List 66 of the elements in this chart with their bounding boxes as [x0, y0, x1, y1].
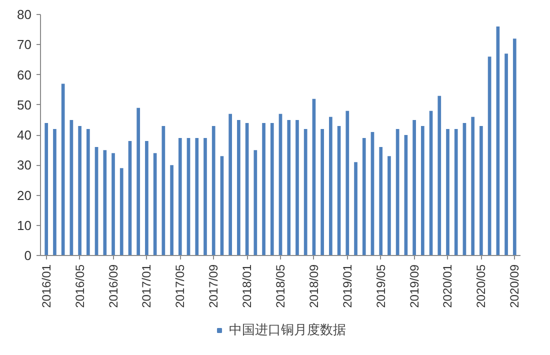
bar [195, 138, 199, 256]
bar [103, 150, 107, 256]
x-tick-label: 2017/01 [140, 264, 154, 308]
x-tick-label: 2020/01 [440, 264, 455, 308]
bar [120, 168, 124, 256]
bar [61, 84, 65, 256]
bar [379, 147, 383, 256]
bar [438, 96, 442, 256]
x-tick-label: 2018/09 [306, 264, 321, 308]
bar [262, 122, 266, 256]
bar [329, 116, 332, 256]
y-tick-label: 70 [17, 37, 32, 52]
bar [170, 165, 174, 256]
x-tick-label: 2016/01 [39, 264, 54, 308]
y-tick-label: 30 [17, 158, 32, 173]
x-tick-label: 2020/09 [508, 264, 522, 308]
y-tick-label: 50 [17, 97, 32, 112]
bar [228, 114, 232, 256]
x-tick-label: 2018/05 [274, 264, 288, 308]
bar [496, 26, 500, 256]
bar [287, 120, 291, 256]
y-tick-label: 40 [17, 128, 32, 142]
bar [178, 138, 182, 256]
bar [136, 108, 140, 256]
x-tick-label: 2020/05 [474, 264, 488, 308]
bar [471, 116, 475, 256]
bar [237, 120, 240, 256]
bar [53, 128, 56, 256]
bar [78, 126, 82, 256]
bar [320, 128, 324, 256]
bar [212, 126, 216, 256]
bar [145, 141, 148, 256]
bar [454, 128, 458, 256]
x-tick-label: 2018/01 [240, 264, 254, 308]
y-tick-label: 0 [24, 248, 32, 263]
x-tick-label: 2017/09 [206, 264, 221, 308]
x-tick-label: 2019/09 [407, 264, 422, 308]
y-tick-label: 80 [17, 7, 32, 22]
bar [362, 138, 366, 256]
x-tick-label: 2019/01 [340, 264, 354, 308]
bar [412, 120, 416, 256]
bar [488, 56, 492, 256]
bar [254, 150, 258, 256]
bar [112, 153, 115, 256]
bar [44, 122, 48, 256]
bar [86, 128, 90, 256]
bar [480, 126, 483, 256]
bar [504, 54, 508, 256]
bar [446, 128, 450, 256]
bar [270, 122, 274, 256]
y-tick-label: 20 [17, 188, 32, 203]
x-tick-label: 2017/05 [173, 264, 188, 308]
bar [346, 110, 350, 256]
bar [304, 128, 308, 256]
y-tick-label: 10 [17, 218, 32, 233]
bar [512, 38, 516, 256]
bar [354, 162, 358, 256]
legend-label: 中国进口铜月度数据 [229, 322, 346, 339]
x-tick-label: 2019/05 [374, 264, 388, 308]
y-tick-label: 60 [17, 67, 32, 82]
bar [388, 156, 391, 256]
bar [204, 138, 207, 256]
bar [420, 126, 424, 256]
x-tick-label: 2016/09 [106, 264, 120, 308]
x-tick-label: 2016/05 [72, 264, 87, 308]
bar [296, 120, 299, 256]
